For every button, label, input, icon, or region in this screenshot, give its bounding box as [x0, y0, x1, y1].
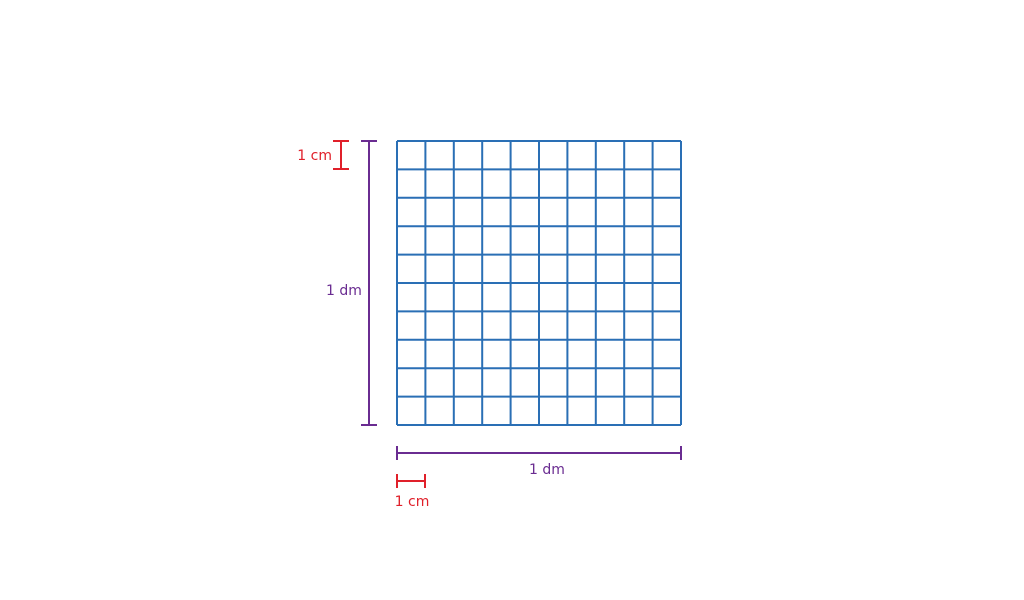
square-grid [396, 140, 682, 426]
left-dm-bracket [361, 140, 377, 426]
left-dm-label: 1 dm [326, 283, 362, 299]
bottom-cm-bracket [396, 474, 426, 488]
left-cm-label: 1 cm [297, 148, 332, 164]
bottom-dm-label: 1 dm [529, 462, 565, 478]
bottom-cm-label: 1 cm [395, 494, 430, 510]
left-cm-bracket [333, 140, 349, 170]
bottom-dm-bracket [396, 446, 682, 460]
